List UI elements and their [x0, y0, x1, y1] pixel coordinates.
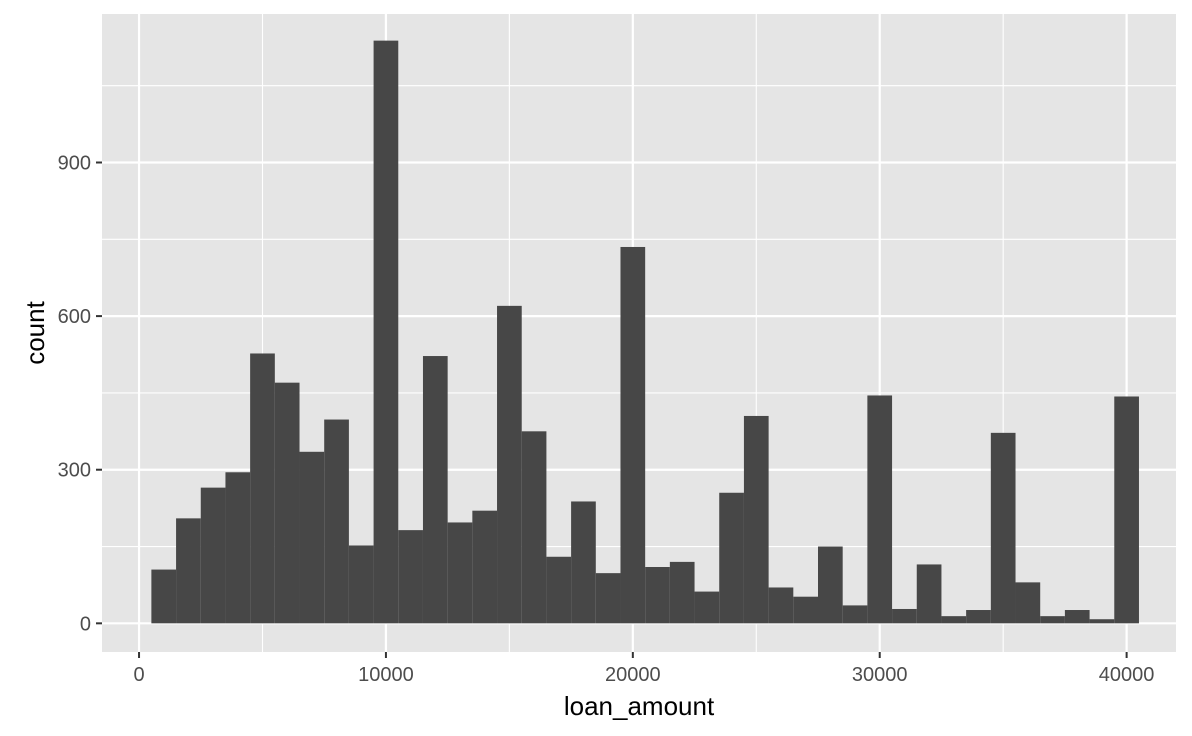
histogram-bars: [151, 40, 1139, 624]
histogram-bar: [176, 518, 201, 624]
histogram-bar: [447, 522, 473, 624]
histogram-bar: [694, 591, 720, 624]
histogram-bar: [324, 419, 349, 624]
histogram-bar: [151, 569, 177, 624]
histogram-bar: [892, 608, 917, 624]
histogram-bar: [719, 492, 744, 624]
histogram-bar: [867, 395, 893, 624]
y-tick-label: 0: [80, 613, 91, 635]
histogram-bar: [299, 451, 325, 624]
y-tick-label: 900: [58, 152, 91, 174]
histogram-bar: [200, 487, 226, 624]
histogram-bar: [1015, 582, 1041, 624]
histogram-bar: [743, 415, 769, 624]
histogram-bar: [274, 382, 300, 624]
x-axis: 0 10000 20000 30000 40000: [133, 652, 1154, 686]
histogram-bar: [1114, 396, 1139, 624]
histogram-bar: [521, 431, 547, 624]
histogram-bar: [1089, 619, 1115, 624]
x-tick-label: 0: [133, 664, 144, 686]
histogram-bar: [398, 530, 423, 624]
histogram-bar: [497, 305, 522, 624]
histogram-bar: [373, 40, 399, 624]
histogram-bar: [225, 472, 251, 624]
histogram-bar: [571, 501, 596, 624]
y-tick-label: 300: [58, 460, 91, 482]
histogram-bar: [595, 573, 621, 624]
x-tick-label: 10000: [358, 664, 414, 686]
histogram-bar: [645, 567, 670, 624]
x-tick-label: 20000: [605, 664, 661, 686]
y-axis: 0 300 600 900: [58, 152, 102, 635]
histogram-bar: [348, 545, 374, 624]
x-tick-label: 40000: [1099, 664, 1155, 686]
histogram-bar: [250, 353, 275, 624]
histogram-bar: [472, 510, 498, 624]
histogram-bar: [546, 556, 572, 624]
histogram-bar: [842, 605, 868, 624]
histogram-bar: [669, 561, 695, 624]
y-tick-label: 600: [58, 306, 91, 328]
histogram-bar: [620, 246, 646, 624]
histogram-bar: [990, 432, 1016, 624]
histogram-bar: [941, 616, 967, 624]
x-tick-label: 30000: [852, 664, 908, 686]
histogram-bar: [1040, 616, 1065, 624]
histogram-bar: [818, 546, 843, 624]
histogram-bar: [768, 587, 794, 624]
histogram-bar: [422, 356, 448, 624]
y-axis-title: count: [20, 300, 50, 364]
x-axis-title: loan_amount: [564, 691, 715, 721]
histogram-bar: [1064, 610, 1090, 624]
histogram-bar: [793, 596, 818, 624]
histogram-bar: [966, 610, 991, 624]
histogram-bar: [916, 564, 942, 624]
